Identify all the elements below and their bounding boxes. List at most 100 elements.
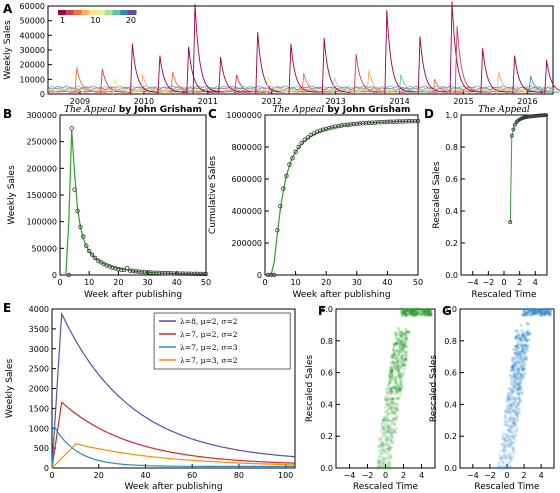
scatter-point bbox=[385, 456, 389, 460]
data-point bbox=[278, 203, 283, 209]
scatter-point bbox=[517, 371, 521, 375]
scatter-point bbox=[395, 407, 399, 411]
scatter-point bbox=[395, 388, 399, 392]
scatter-point bbox=[401, 355, 405, 359]
scatter-point bbox=[377, 444, 381, 448]
scatter-point bbox=[516, 359, 520, 363]
colorbar-swatch bbox=[112, 10, 121, 15]
scatter-point bbox=[516, 343, 520, 348]
scatter-point bbox=[396, 364, 401, 368]
scatter-point bbox=[382, 419, 387, 423]
scatter-point bbox=[381, 466, 385, 470]
scatter-point bbox=[390, 370, 394, 374]
scatter-point bbox=[393, 353, 397, 357]
scatter-point bbox=[524, 355, 528, 359]
y-tick-label: 0.0 bbox=[444, 464, 457, 473]
y-tick-label: 10000 bbox=[20, 75, 45, 84]
scatter-point bbox=[509, 430, 513, 434]
scatter-point bbox=[389, 370, 394, 374]
scatter-point bbox=[399, 348, 404, 352]
scatter-point bbox=[407, 312, 411, 316]
data-point bbox=[165, 271, 171, 276]
data-point bbox=[403, 119, 408, 124]
scatter-point bbox=[514, 405, 519, 409]
scatter-point bbox=[413, 311, 418, 315]
scatter-point bbox=[415, 310, 420, 314]
scatter-point bbox=[512, 381, 517, 385]
scatter-point bbox=[522, 363, 527, 367]
scatter-point bbox=[381, 466, 385, 470]
scatter-point bbox=[392, 344, 396, 348]
scatter-point bbox=[384, 463, 388, 468]
x-tick-label: 10 bbox=[84, 278, 94, 287]
scatter-point bbox=[382, 433, 386, 437]
scatter-point bbox=[401, 347, 405, 351]
scatter-point bbox=[413, 313, 417, 317]
scatter-point bbox=[382, 417, 386, 422]
scatter-point bbox=[525, 307, 529, 311]
scatter-point bbox=[404, 337, 408, 341]
scatter-point bbox=[382, 466, 386, 470]
y-tick-label: 2500 bbox=[29, 365, 49, 374]
scatter-point bbox=[402, 344, 406, 348]
scatter-point bbox=[498, 466, 502, 470]
scatter-point bbox=[400, 331, 404, 335]
scatter-point bbox=[507, 429, 511, 434]
scatter-point bbox=[503, 444, 507, 449]
scatter-point bbox=[509, 466, 513, 470]
y-tick-label: 0 bbox=[52, 271, 57, 280]
scatter-point bbox=[388, 445, 392, 450]
scatter-point bbox=[390, 368, 394, 372]
scatter-point bbox=[516, 387, 520, 391]
legend-entry: λ=7, μ=2, σ=2 bbox=[180, 330, 238, 339]
scatter-point bbox=[397, 386, 401, 390]
scatter-point bbox=[524, 357, 529, 361]
scatter-point bbox=[420, 308, 424, 312]
scatter-point bbox=[398, 388, 402, 392]
scatter-point bbox=[525, 347, 529, 351]
scatter-point bbox=[427, 313, 431, 317]
scatter-point bbox=[428, 312, 432, 316]
x-axis-label: Week after publishing bbox=[124, 482, 222, 492]
scatter-point bbox=[387, 460, 391, 464]
scatter-point bbox=[413, 308, 417, 312]
scatter-point bbox=[391, 409, 395, 413]
scatter-point bbox=[510, 424, 514, 428]
x-tick-label: 0 bbox=[262, 278, 267, 287]
scatter-point bbox=[392, 386, 396, 390]
scatter-point bbox=[388, 407, 392, 411]
scatter-point bbox=[412, 308, 416, 312]
scatter-point bbox=[382, 466, 386, 470]
y-axis-label: Cumulative Sales bbox=[208, 156, 218, 234]
scatter-point bbox=[509, 410, 514, 414]
scatter-point bbox=[507, 455, 511, 460]
scatter-point bbox=[546, 307, 550, 312]
scatter-point bbox=[422, 310, 426, 314]
scatter-point bbox=[512, 435, 516, 439]
scatter-point bbox=[383, 450, 387, 454]
scatter-point bbox=[518, 367, 522, 371]
scatter-point bbox=[380, 441, 384, 445]
scatter-point bbox=[400, 335, 405, 339]
x-tick-label: 4 bbox=[539, 471, 544, 480]
scatter-point bbox=[381, 459, 385, 463]
scatter-point bbox=[508, 439, 513, 443]
scatter-point bbox=[399, 335, 403, 339]
scatter-point bbox=[502, 455, 506, 459]
scatter-point bbox=[548, 312, 552, 316]
scatter-point bbox=[506, 442, 510, 446]
scatter-point bbox=[392, 348, 396, 352]
scatter-point bbox=[514, 372, 518, 376]
scatter-point bbox=[508, 397, 512, 401]
scatter-point bbox=[528, 332, 532, 336]
scatter-point bbox=[526, 345, 530, 349]
scatter-point bbox=[406, 330, 410, 335]
scatter-point bbox=[511, 447, 515, 451]
scatter-point bbox=[410, 313, 414, 317]
scatter-point bbox=[523, 310, 527, 315]
scatter-point bbox=[523, 343, 527, 347]
x-axis-label: Week after publishing bbox=[84, 290, 182, 300]
data-point bbox=[284, 173, 289, 178]
